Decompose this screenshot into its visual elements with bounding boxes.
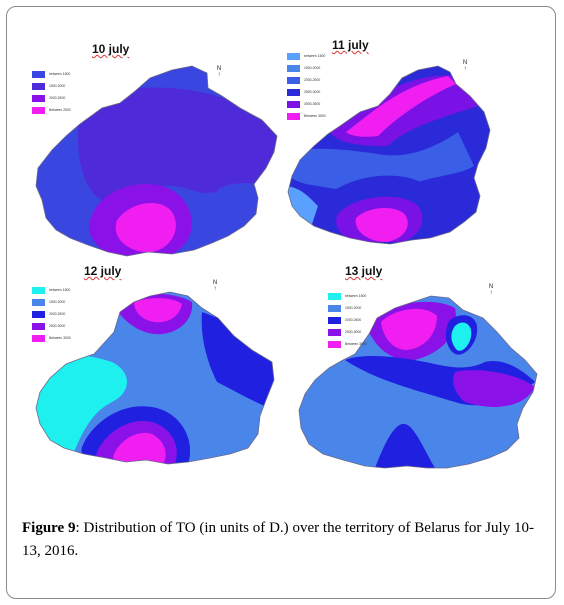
legend-swatch [32, 82, 45, 90]
legend-swatch [32, 298, 45, 306]
legend-label: 3000-3500 [304, 102, 321, 106]
legend-label: 1500-2000 [49, 84, 66, 88]
legend-label: 1500-2000 [345, 306, 362, 310]
legend-swatch [32, 334, 45, 342]
map-panel-12-july: 12 july between 1500 1500-2000 2000-2500… [22, 262, 287, 497]
map-panel-10-july: 10 july between 1500 1500-2000 2000-2500… [22, 40, 287, 275]
legend-item: between 1500 [287, 50, 326, 62]
legend-item: between 1500 [32, 284, 71, 296]
legend-item: Between 2500 [32, 104, 71, 116]
legend-label: 2000-2500 [49, 312, 66, 316]
legend-item: 2000-2500 [287, 74, 326, 86]
north-arrow-icon: N ↑ [212, 280, 218, 292]
legend-swatch [32, 286, 45, 294]
legend-item: 2000-2500 [328, 314, 367, 326]
legend-item: 2500-3000 [328, 326, 367, 338]
legend-swatch [328, 316, 341, 324]
legend-swatch [32, 322, 45, 330]
legend-item: 1500-2000 [328, 302, 367, 314]
legend-swatch [32, 310, 45, 318]
legend: between 1500 1500-2000 2000-2500 2500-30… [32, 284, 71, 344]
legend-label: Between 3000 [49, 336, 71, 340]
legend-swatch [328, 304, 341, 312]
legend-label: 1500-2000 [49, 300, 66, 304]
panel-title: 11 july [332, 38, 369, 52]
legend-swatch [287, 76, 300, 84]
legend-label: Between 2500 [49, 108, 71, 112]
map-panel-13-july: 13 july between 1500 1500-2000 2000-2500… [285, 262, 550, 497]
legend-swatch [328, 340, 341, 348]
legend-swatch [287, 112, 300, 120]
figure-label: Figure 9 [22, 520, 76, 536]
north-arrow-icon: N ↑ [462, 60, 468, 72]
legend-item: Between 3000 [32, 332, 71, 344]
legend-swatch [328, 328, 341, 336]
legend-item: 2500-3000 [32, 320, 71, 332]
legend-swatch [287, 64, 300, 72]
legend: between 1500 1500-2000 2000-2500 2500-30… [328, 290, 367, 350]
legend-label: 2500-3000 [49, 324, 66, 328]
panel-title: 10 july [92, 42, 130, 56]
legend-label: 2500-3000 [345, 330, 362, 334]
legend-label: between 1500 [49, 72, 71, 76]
legend-label: Between 3000 [345, 342, 367, 346]
legend-item: 2500-3000 [287, 86, 326, 98]
legend-item: Between 3500 [287, 110, 326, 122]
legend-item: 1500-2000 [32, 296, 71, 308]
panel-title: 12 july [84, 264, 122, 278]
legend-swatch [328, 292, 341, 300]
legend: between 1500 1500-2000 2000-2500 Between… [32, 68, 71, 116]
legend-item: 2000-2500 [32, 92, 71, 104]
legend-label: between 1500 [304, 54, 326, 58]
north-arrow-icon: N ↑ [488, 284, 494, 296]
legend-label: 1500-2000 [304, 66, 321, 70]
legend-swatch [287, 52, 300, 60]
legend-item: between 1500 [32, 68, 71, 80]
legend-item: 2000-2500 [32, 308, 71, 320]
legend-swatch [32, 70, 45, 78]
legend-swatch [287, 100, 300, 108]
legend-label: 2000-2500 [304, 78, 321, 82]
legend-label: 2000-2500 [345, 318, 362, 322]
map-panel-11-july: 11 july between 1500 1500-2000 2000-2500… [278, 36, 543, 271]
legend-label: 2500-3000 [304, 90, 321, 94]
legend-swatch [32, 106, 45, 114]
legend-item: 1500-2000 [287, 62, 326, 74]
panel-title: 13 july [345, 264, 383, 278]
legend: between 1500 1500-2000 2000-2500 2500-30… [287, 50, 326, 122]
legend-label: Between 3500 [304, 114, 326, 118]
legend-label: 2000-2500 [49, 96, 66, 100]
caption-text: : Distribution of TO (in units of D.) ov… [22, 520, 534, 559]
legend-swatch [32, 94, 45, 102]
legend-item: Between 3000 [328, 338, 367, 350]
legend-item: between 1500 [328, 290, 367, 302]
legend-swatch [287, 88, 300, 96]
legend-label: between 1500 [345, 294, 367, 298]
legend-item: 3000-3500 [287, 98, 326, 110]
legend-label: between 1500 [49, 288, 71, 292]
legend-item: 1500-2000 [32, 80, 71, 92]
north-arrow-icon: N ↑ [216, 66, 222, 78]
figure-caption: Figure 9: Distribution of TO (in units o… [22, 517, 534, 563]
